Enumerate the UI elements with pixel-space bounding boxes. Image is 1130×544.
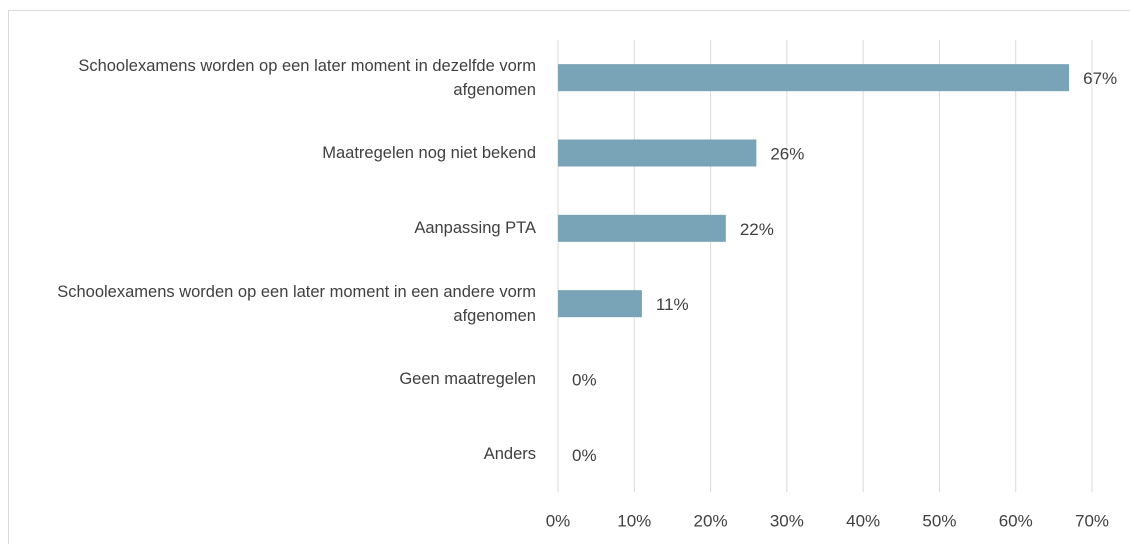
x-tick-label: 40%: [846, 511, 880, 530]
bar: [558, 64, 1070, 92]
x-tick-label: 70%: [1075, 511, 1109, 530]
bar: [558, 214, 726, 242]
value-label: 26%: [770, 144, 804, 163]
value-label: 67%: [1083, 69, 1117, 88]
x-tick-label: 0%: [546, 511, 571, 530]
value-label: 11%: [656, 295, 689, 314]
x-tick-label: 20%: [694, 511, 728, 530]
value-label: 0%: [572, 446, 597, 465]
bar: [558, 290, 642, 318]
category-label: Maatregelen nog niet bekend: [322, 144, 536, 162]
value-label: 0%: [572, 370, 597, 389]
category-label: Schoolexamens worden op een later moment…: [78, 56, 536, 99]
category-label: Anders: [483, 445, 536, 464]
x-tick-label: 30%: [770, 511, 804, 530]
category-label: Aanpassing PTA: [414, 219, 536, 238]
x-tick-label: 60%: [999, 511, 1033, 530]
category-label: Schoolexamens worden op een later moment…: [57, 282, 536, 325]
x-tick-label: 50%: [922, 511, 956, 530]
category-label: Geen maatregelen: [399, 370, 536, 388]
value-label: 22%: [740, 220, 774, 239]
x-tick-label: 10%: [617, 511, 651, 530]
chart-frame: [8, 10, 1130, 544]
bar: [558, 139, 757, 167]
